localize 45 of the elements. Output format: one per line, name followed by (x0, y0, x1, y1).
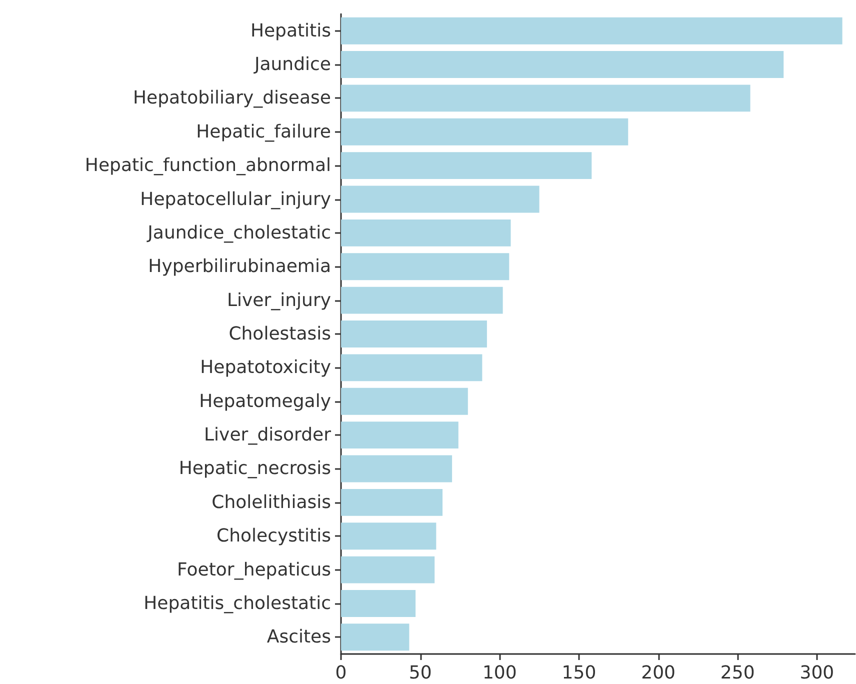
bar (341, 219, 511, 246)
bar (341, 51, 784, 78)
bar (341, 354, 482, 382)
bar (341, 590, 416, 617)
x-tick-label: 200 (641, 662, 676, 684)
y-tick-label: Foetor_hepaticus (177, 559, 331, 580)
y-tick-label: Hyperbilirubinaemia (148, 256, 331, 278)
y-tick-label: Liver_disorder (204, 424, 332, 446)
bar (341, 17, 842, 44)
x-tick-label: 100 (482, 662, 517, 684)
y-tick-label: Hepatotoxicity (200, 357, 332, 378)
y-tick-label: Cholelithiasis (212, 492, 331, 513)
bar (341, 422, 458, 449)
y-tick-label: Liver_injury (226, 290, 332, 311)
bar (341, 624, 410, 651)
bar (341, 186, 540, 213)
bar (341, 84, 750, 112)
y-tick-label: Cholecystitis (216, 526, 331, 547)
x-tick-label: 50 (408, 662, 432, 684)
y-tick-label: Hepatocellular_injury (140, 188, 332, 210)
y-tick-label: Hepatitis (250, 20, 331, 42)
x-tick-label: 150 (562, 662, 596, 684)
bar (341, 152, 592, 180)
y-tick-label: Hepatomegaly (199, 390, 332, 412)
bar (341, 488, 443, 516)
bar (341, 522, 436, 550)
y-tick-label: Hepatic_failure (196, 121, 331, 142)
y-tick-label: Hepatitis_cholestatic (144, 592, 331, 614)
bar (341, 388, 468, 415)
bar (341, 286, 503, 314)
bar (341, 455, 452, 482)
bar (341, 118, 628, 146)
y-tick-label: Ascites (266, 626, 331, 648)
x-tick-label: 300 (800, 662, 834, 684)
y-tick-label: Hepatobiliary_disease (132, 88, 331, 109)
bar (341, 556, 435, 584)
y-tick-label: Jaundice (253, 54, 331, 76)
y-tick-label: Jaundice_cholestatic (146, 222, 331, 244)
x-tick-label: 0 (335, 662, 347, 684)
bar (341, 320, 487, 348)
bar (341, 253, 510, 280)
y-tick-label: Hepatic_necrosis (178, 458, 331, 480)
y-tick-label: Hepatic_function_abnormal (84, 155, 331, 176)
y-tick-label: Cholestasis (228, 324, 331, 344)
x-tick-label: 250 (720, 662, 755, 684)
